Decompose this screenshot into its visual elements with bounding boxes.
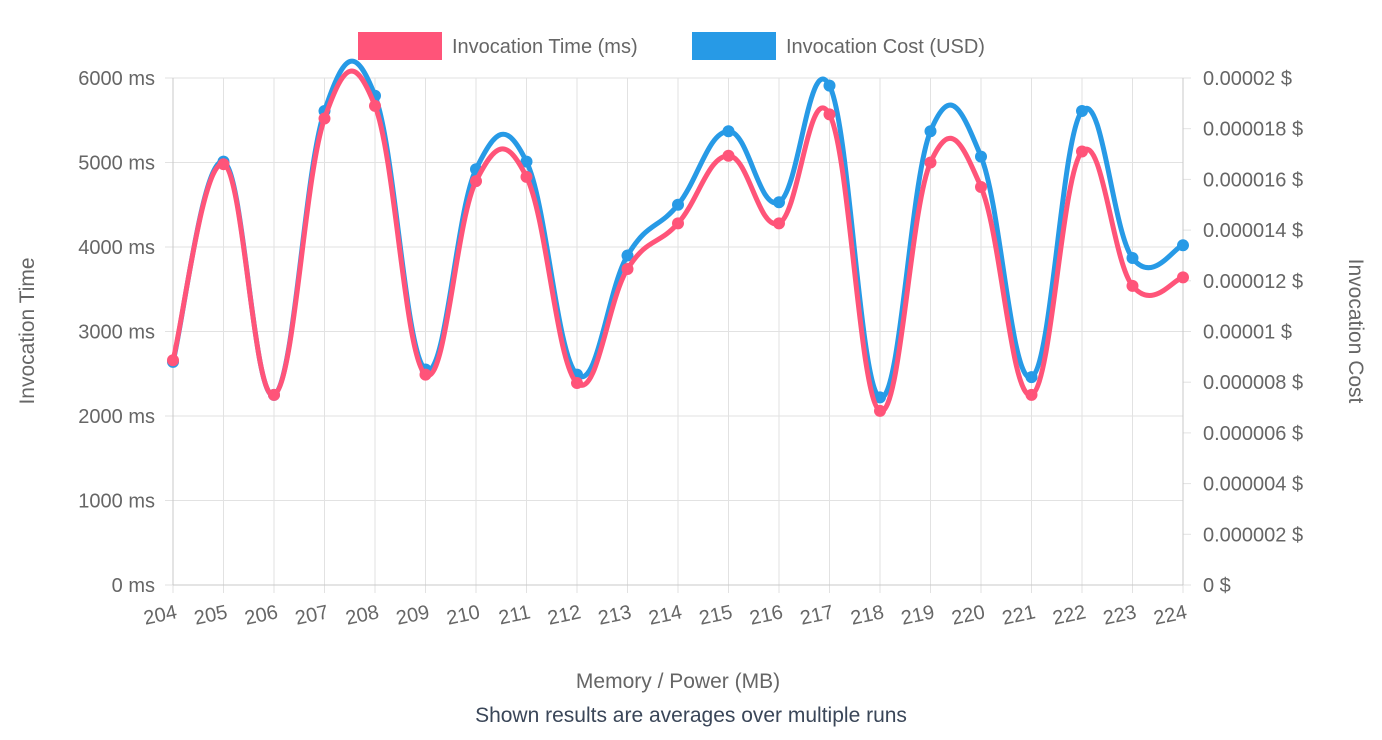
left-tick-label: 3000 ms bbox=[78, 322, 155, 344]
cost-data-point bbox=[975, 150, 987, 163]
left-tick-label: 4000 ms bbox=[78, 237, 155, 259]
cost-data-point bbox=[672, 198, 684, 211]
right-tick-label: 0 $ bbox=[1203, 575, 1231, 597]
x-tick-label: 216 bbox=[748, 601, 785, 629]
legend-swatch-cost[interactable] bbox=[692, 32, 776, 60]
cost-data-point bbox=[924, 125, 937, 138]
time-data-point bbox=[1076, 145, 1088, 158]
x-tick-label: 213 bbox=[596, 601, 633, 629]
right-tick-label: 0.00001 $ bbox=[1203, 322, 1292, 344]
cost-data-point bbox=[773, 196, 785, 209]
time-data-point bbox=[1126, 279, 1139, 292]
right-tick-label: 0.00002 $ bbox=[1203, 68, 1292, 90]
right-tick-label: 0.000016 $ bbox=[1203, 169, 1303, 191]
right-tick-label: 0.000018 $ bbox=[1203, 119, 1303, 141]
cost-data-point bbox=[621, 249, 634, 262]
time-data-point bbox=[874, 404, 886, 417]
legend-label-time[interactable]: Invocation Time (ms) bbox=[452, 36, 638, 58]
right-tick-label: 0.000006 $ bbox=[1203, 423, 1303, 445]
left-tick-label: 0 ms bbox=[112, 575, 155, 597]
time-data-point bbox=[975, 181, 987, 194]
x-tick-label: 205 bbox=[192, 601, 229, 629]
x-tick-label: 210 bbox=[445, 601, 482, 629]
footer-note: Shown results are averages over multiple… bbox=[475, 704, 907, 727]
cost-data-point bbox=[874, 391, 886, 404]
time-data-point bbox=[419, 368, 432, 381]
cost-data-point bbox=[520, 155, 533, 168]
x-tick-label: 204 bbox=[142, 601, 179, 629]
left-axis-title: Invocation Time bbox=[16, 257, 39, 404]
left-axis-ticks: 0 ms 1000 ms 2000 ms 3000 ms 4000 ms 5000 ms 6… bbox=[78, 68, 155, 597]
time-data-point bbox=[1177, 271, 1189, 284]
legend-label-cost[interactable]: Invocation Cost (USD) bbox=[786, 36, 985, 58]
time-data-point bbox=[823, 108, 836, 121]
x-tick-label: 223 bbox=[1101, 601, 1138, 629]
x-tick-label: 209 bbox=[394, 601, 431, 629]
cost-data-point bbox=[1025, 371, 1038, 384]
x-tick-label: 218 bbox=[849, 601, 886, 629]
time-data-point bbox=[1025, 388, 1038, 401]
x-axis-ticks: 204 205 206 207 208 209 210 211 212 213 214 215 216 2… bbox=[142, 601, 1189, 629]
right-tick-label: 0.000002 $ bbox=[1203, 524, 1303, 546]
cost-data-point bbox=[722, 125, 735, 138]
time-data-point bbox=[318, 112, 331, 125]
x-tick-label: 214 bbox=[647, 601, 684, 629]
right-tick-label: 0.000008 $ bbox=[1203, 372, 1303, 394]
x-tick-label: 206 bbox=[243, 601, 280, 629]
cost-data-point bbox=[1076, 104, 1088, 117]
x-tick-label: 217 bbox=[798, 601, 835, 629]
time-data-point bbox=[470, 175, 482, 188]
x-tick-label: 219 bbox=[899, 601, 936, 629]
series-layer bbox=[167, 58, 1189, 417]
x-tick-label: 224 bbox=[1152, 601, 1189, 629]
time-data-point bbox=[773, 217, 785, 230]
left-tick-label: 6000 ms bbox=[78, 68, 155, 90]
legend-swatch-time[interactable] bbox=[358, 32, 442, 60]
time-data-point bbox=[167, 354, 179, 367]
left-tick-label: 5000 ms bbox=[78, 153, 155, 175]
chart-grid bbox=[165, 77, 1191, 593]
time-data-point bbox=[924, 156, 937, 169]
time-data-point bbox=[217, 158, 230, 171]
x-tick-label: 211 bbox=[497, 601, 533, 629]
time-data-point bbox=[369, 99, 381, 112]
cost-data-point bbox=[823, 79, 836, 92]
right-tick-label: 0.000014 $ bbox=[1203, 220, 1303, 242]
x-tick-label: 208 bbox=[344, 601, 381, 629]
time-data-point bbox=[520, 170, 533, 183]
chart-legend[interactable]: Invocation Time (ms) Invocation Cost (USD… bbox=[358, 32, 985, 60]
right-axis-ticks: 0 $ 0.000002 $ 0.000004 $ 0.000006 $ 0.00000… bbox=[1203, 68, 1303, 597]
x-tick-label: 207 bbox=[293, 601, 330, 629]
x-tick-label: 212 bbox=[546, 601, 583, 629]
time-data-point bbox=[672, 217, 684, 230]
x-axis-title: Memory / Power (MB) bbox=[576, 670, 780, 693]
dual-axis-line-chart: 0 ms 1000 ms 2000 ms 3000 ms 4000 ms 5000 ms 6… bbox=[16, 32, 1367, 693]
time-data-point bbox=[621, 262, 634, 275]
x-tick-label: 215 bbox=[697, 601, 734, 629]
cost-data-point bbox=[1126, 251, 1139, 264]
right-axis-title: Invocation Cost bbox=[1344, 259, 1367, 404]
time-series-line bbox=[170, 68, 1186, 414]
right-tick-label: 0.000004 $ bbox=[1203, 474, 1303, 496]
left-tick-label: 2000 ms bbox=[78, 406, 155, 428]
time-data-point bbox=[268, 388, 280, 401]
cost-data-point bbox=[1177, 239, 1189, 252]
time-data-point bbox=[571, 377, 583, 390]
x-tick-label: 222 bbox=[1051, 601, 1088, 629]
x-tick-label: 220 bbox=[950, 601, 987, 629]
x-tick-label: 221 bbox=[1000, 601, 1037, 629]
left-tick-label: 1000 ms bbox=[78, 491, 155, 513]
time-data-point bbox=[722, 149, 735, 162]
right-tick-label: 0.000012 $ bbox=[1203, 271, 1303, 293]
